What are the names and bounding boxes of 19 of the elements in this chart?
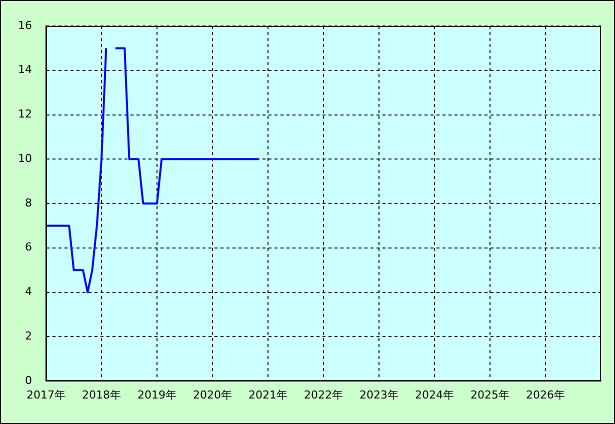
y-tick-label: 8 xyxy=(25,196,32,210)
x-tick-label: 2025年 xyxy=(470,388,510,402)
x-tick-label: 2022年 xyxy=(304,388,343,402)
x-tick-label: 2024年 xyxy=(415,388,454,402)
x-tick-label: 2019年 xyxy=(138,388,176,402)
y-tick-label: 0 xyxy=(25,374,32,387)
x-tick-label: 2026年 xyxy=(526,388,565,402)
y-tick-label: 4 xyxy=(25,285,32,298)
y-tick-label: 16 xyxy=(18,18,32,32)
y-tick-label: 12 xyxy=(18,108,32,121)
x-tick-label: 2021年 xyxy=(248,388,288,402)
x-tick-label: 2020年 xyxy=(193,388,232,402)
x-tick-label: 2018年 xyxy=(82,388,121,402)
y-tick-label: 6 xyxy=(25,240,32,254)
x-tick-label: 2023年 xyxy=(360,388,398,402)
y-tick-label: 14 xyxy=(18,63,32,76)
x-tick-label: 2017年 xyxy=(26,388,66,402)
y-tick-label: 10 xyxy=(18,152,32,165)
y-tick-label: 2 xyxy=(25,329,32,342)
